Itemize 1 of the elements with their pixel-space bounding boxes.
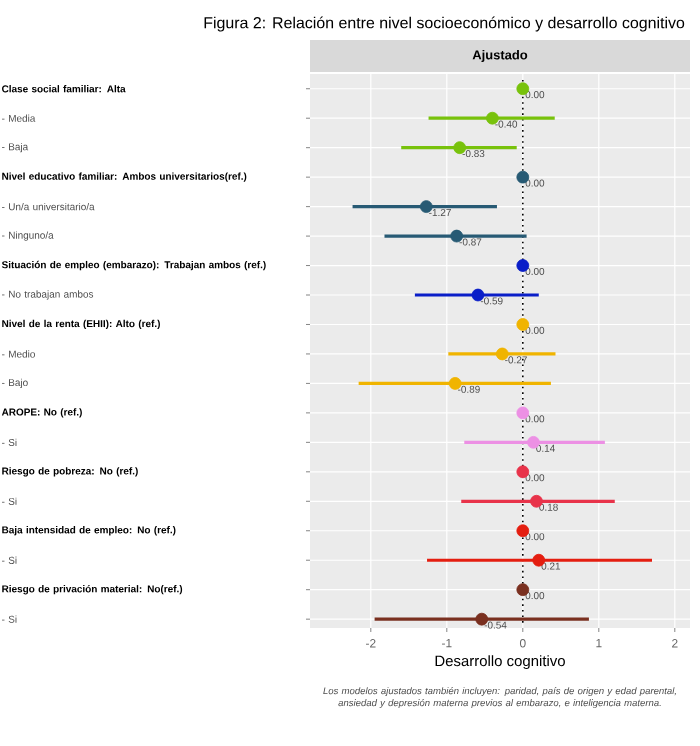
point	[419, 200, 433, 213]
